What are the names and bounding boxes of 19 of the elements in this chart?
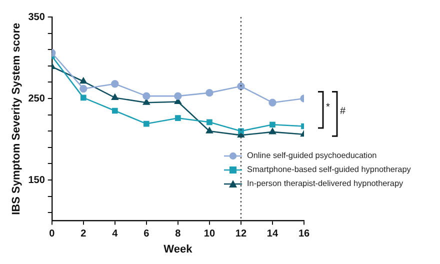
x-tick-label: 14	[266, 228, 278, 240]
x-tick-label: 6	[144, 228, 150, 240]
x-tick-label: 12	[235, 228, 247, 240]
x-tick-label: 2	[80, 228, 87, 240]
y-tick-label: 150	[28, 174, 46, 186]
y-tick-label: 350	[28, 12, 46, 23]
x-tick-label: 8	[175, 228, 182, 240]
y-axis-title: IBS Symptom Severity System score	[10, 22, 23, 215]
legend-label: Online self-guided psychoeducation	[247, 150, 377, 162]
legend-label: Smartphone-based self-guided hypnotherapy	[247, 164, 411, 176]
x-tick-label: 16	[298, 228, 310, 240]
x-tick-label: 10	[204, 228, 216, 240]
x-tick-label: 4	[112, 228, 118, 240]
x-axis-title: Week	[164, 243, 194, 256]
text: #	[340, 106, 346, 118]
legend-label: In-person therapist-delivered hypnotherapy	[247, 178, 404, 190]
y-tick-label: 250	[28, 93, 46, 104]
x-tick-label: 0	[49, 228, 56, 240]
text: *	[326, 102, 330, 114]
